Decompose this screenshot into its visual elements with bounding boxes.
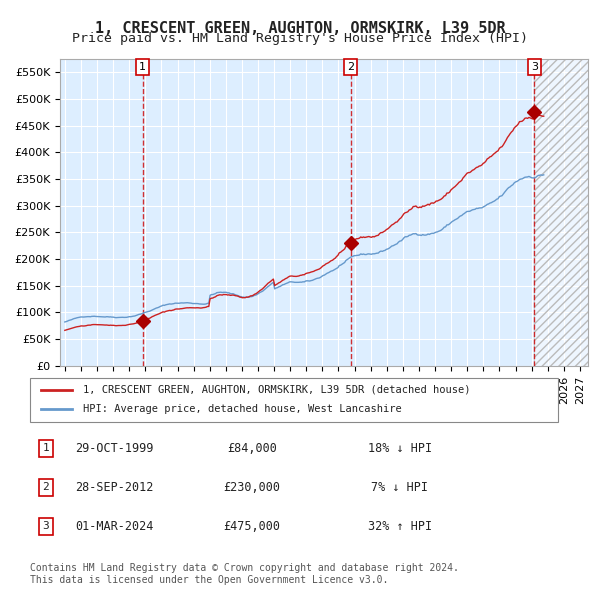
Bar (535, 59, 588, 366)
FancyBboxPatch shape (30, 378, 558, 422)
Text: 32% ↑ HPI: 32% ↑ HPI (368, 520, 431, 533)
Text: 01-MAR-2024: 01-MAR-2024 (75, 520, 154, 533)
Text: 2: 2 (347, 62, 354, 72)
Text: 2: 2 (43, 483, 49, 492)
Text: Price paid vs. HM Land Registry's House Price Index (HPI): Price paid vs. HM Land Registry's House … (72, 32, 528, 45)
Bar (535, 59, 588, 366)
Text: Contains HM Land Registry data © Crown copyright and database right 2024.
This d: Contains HM Land Registry data © Crown c… (30, 563, 459, 585)
Text: 3: 3 (43, 522, 49, 531)
Text: £475,000: £475,000 (223, 520, 280, 533)
Text: 3: 3 (531, 62, 538, 72)
Text: £84,000: £84,000 (227, 442, 277, 455)
Text: 1, CRESCENT GREEN, AUGHTON, ORMSKIRK, L39 5DR: 1, CRESCENT GREEN, AUGHTON, ORMSKIRK, L3… (95, 21, 505, 35)
Text: 1: 1 (139, 62, 146, 72)
Text: 1: 1 (43, 444, 49, 453)
Text: £230,000: £230,000 (223, 481, 280, 494)
Text: HPI: Average price, detached house, West Lancashire: HPI: Average price, detached house, West… (83, 405, 401, 414)
Text: 28-SEP-2012: 28-SEP-2012 (75, 481, 154, 494)
Text: 1, CRESCENT GREEN, AUGHTON, ORMSKIRK, L39 5DR (detached house): 1, CRESCENT GREEN, AUGHTON, ORMSKIRK, L3… (83, 385, 470, 395)
Text: 18% ↓ HPI: 18% ↓ HPI (368, 442, 431, 455)
Text: 29-OCT-1999: 29-OCT-1999 (75, 442, 154, 455)
Text: 7% ↓ HPI: 7% ↓ HPI (371, 481, 428, 494)
